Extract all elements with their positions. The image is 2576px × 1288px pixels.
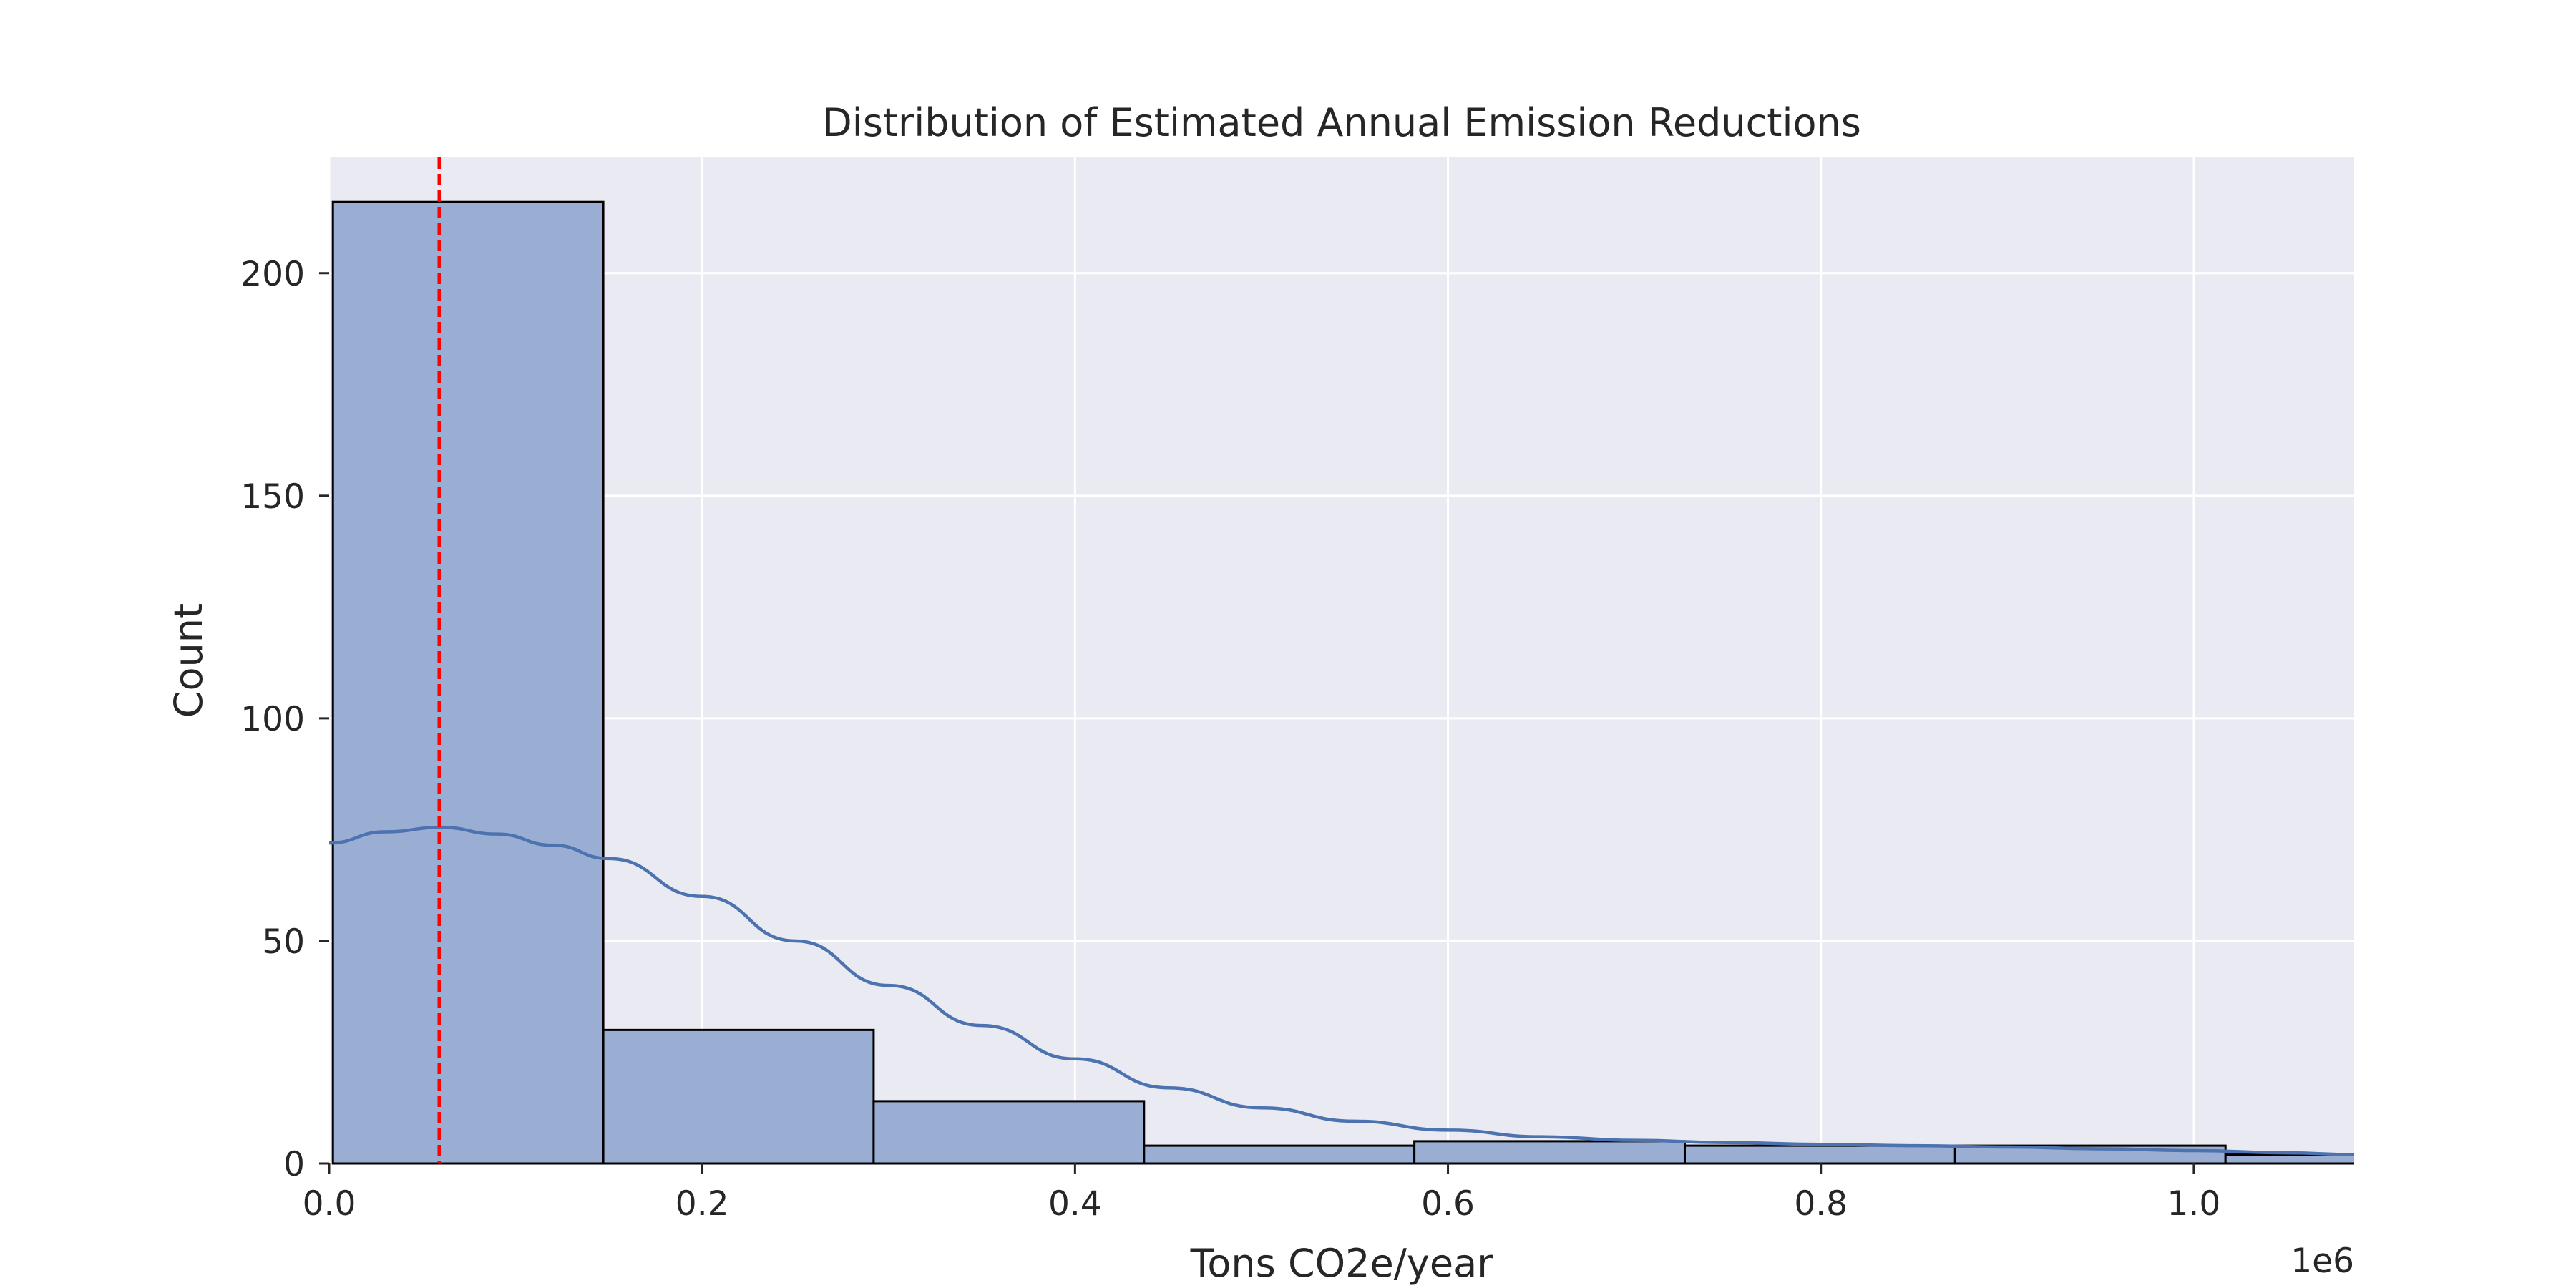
x-tick-label: 0.4 [1048,1184,1102,1224]
x-tick-label: 1.0 [2167,1184,2221,1224]
chart-title: Distribution of Estimated Annual Emissio… [822,100,1861,145]
y-tick-label: 50 [262,922,305,962]
histogram-bar [1413,1140,1686,1165]
x-tick-label: 0.6 [1421,1184,1475,1224]
plot-area [329,157,2354,1163]
histogram-bars [331,200,2354,1165]
axis-ticks: 0.0 0.2 0.4 0.6 0.8 1.0 0 50 100 150 200 [240,255,2220,1224]
x-tick-label: 0.2 [675,1184,729,1224]
x-tick-label: 0.0 [303,1184,356,1224]
histogram-bar [1143,1144,1416,1165]
x-axis-offset-label: 1e6 [2290,1241,2354,1281]
y-tick-label: 200 [240,255,305,294]
x-tick-label: 0.8 [1794,1184,1848,1224]
y-tick-label: 0 [283,1145,305,1184]
y-tick-label: 100 [240,700,305,739]
histogram-bar [1683,1144,1956,1165]
histogram-bar [2224,1153,2354,1165]
kde-curve-group [329,826,2354,1156]
histogram-bar [872,1100,1146,1165]
histogram-bar [331,200,605,1165]
histogram-bar [602,1028,875,1165]
kde-curve [329,826,2354,1156]
y-tick-label: 150 [240,477,305,517]
y-axis-label: Count [166,603,211,718]
x-axis-label: Tons CO2e/year [1190,1241,1494,1286]
